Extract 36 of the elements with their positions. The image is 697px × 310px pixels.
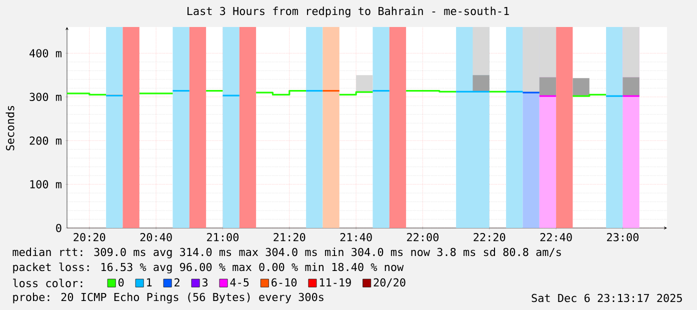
x-tick-label: 20:40: [140, 233, 172, 242]
legend-title: loss color:: [13, 278, 82, 288]
legend-label: 6-10: [272, 278, 297, 287]
x-tick-label: 22:40: [540, 233, 572, 242]
legend-label: 4-5: [230, 278, 249, 286]
legend-label: 0: [118, 278, 124, 287]
bar: [356, 75, 373, 92]
y-tick-label: 400 m: [30, 49, 62, 58]
chart-title: Last 3 Hours from redping to Bahrain - me-south-1: [188, 6, 509, 18]
bar: [622, 77, 640, 96]
text: Sat Dec 6 23:13:17 2025: [532, 294, 682, 302]
y-tick-label: 300 m: [30, 92, 62, 102]
y-tick-label: 100 m: [30, 180, 62, 188]
y-tick-label: 0: [56, 224, 62, 232]
x-tick-label: 21:40: [340, 233, 372, 242]
bar: [472, 27, 490, 76]
legend-label: 1: [147, 278, 152, 286]
bar: [539, 77, 556, 96]
text: median rtt: 309.0 ms avg 314.0 ms max 304.0 ms min 304.0 ms now 3.8 ms sd 80.8 am/s: [12, 248, 561, 258]
x-tick-label: 22:00: [407, 233, 439, 242]
x-tick-label: 20:20: [74, 233, 106, 242]
y-tick-label: 200 m: [30, 136, 62, 145]
bar: [572, 78, 590, 96]
legend-label: 11-19: [320, 278, 351, 287]
legend-label: 3: [202, 278, 208, 287]
x-tick-label: 21:20: [274, 233, 306, 242]
legend-label: 2: [174, 278, 180, 286]
x-tick-label: 22:20: [474, 233, 506, 242]
x-tick-label: 21:00: [207, 233, 239, 242]
text: probe: 20 ICMP Echo Pings (56 Bytes) every 300s: [13, 292, 324, 304]
bar: [472, 75, 490, 92]
bar: [622, 27, 640, 78]
y-axis-title: Seconds: [6, 106, 14, 150]
text: packet loss: 16.53 % avg 96.00 % max 0.00 % min 18.40 % now: [13, 262, 404, 274]
x-tick-label: 23:00: [607, 233, 639, 242]
legend-label: 20/20: [374, 278, 406, 288]
